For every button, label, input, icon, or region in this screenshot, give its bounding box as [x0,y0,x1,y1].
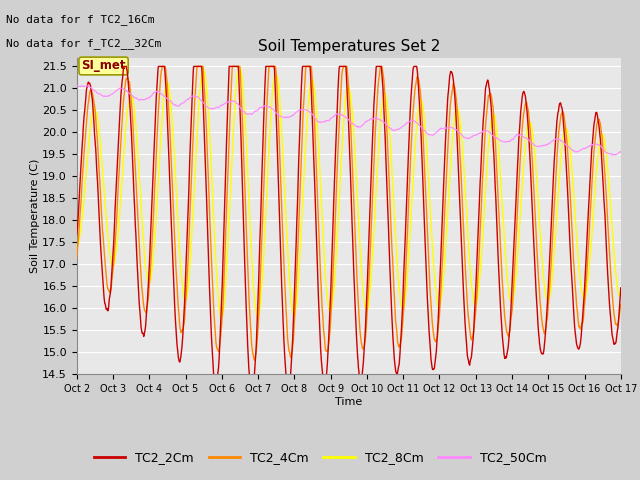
Text: No data for f TC2_16Cm: No data for f TC2_16Cm [6,14,155,25]
X-axis label: Time: Time [335,397,362,407]
Legend: TC2_2Cm, TC2_4Cm, TC2_8Cm, TC2_50Cm: TC2_2Cm, TC2_4Cm, TC2_8Cm, TC2_50Cm [88,446,552,469]
Text: No data for f̲TC2̲_32Cm: No data for f̲TC2̲_32Cm [6,38,162,49]
Title: Soil Temperatures Set 2: Soil Temperatures Set 2 [258,39,440,54]
Text: SI_met: SI_met [81,60,126,72]
Y-axis label: Soil Temperature (C): Soil Temperature (C) [29,159,40,273]
